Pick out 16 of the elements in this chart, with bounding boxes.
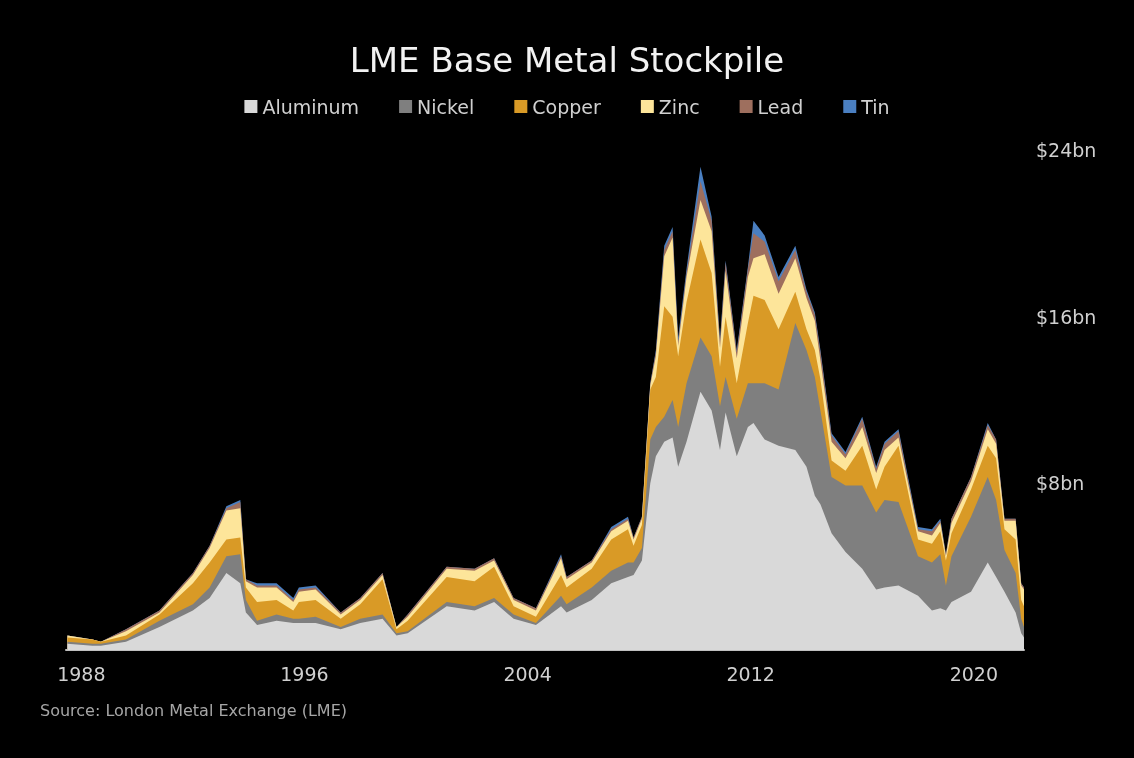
- x-tick-label: 2012: [726, 662, 775, 685]
- y-tick-label: $24bn: [1036, 139, 1097, 161]
- x-tick-label: 1996: [280, 662, 329, 685]
- legend-label: Nickel: [417, 95, 475, 118]
- legend-label: Tin: [860, 95, 890, 118]
- y-tick-label: $8bn: [1036, 472, 1085, 495]
- y-tick-label: $16bn: [1036, 305, 1097, 328]
- legend-label: Zinc: [658, 95, 700, 118]
- x-tick-label: 2020: [949, 662, 998, 685]
- chart-title: LME Base Metal Stockpile: [349, 40, 785, 80]
- x-tick-label: 1988: [57, 662, 106, 685]
- legend-label: Lead: [757, 95, 804, 118]
- source-note: Source: London Metal Exchange (LME): [40, 700, 347, 720]
- legend-label: Aluminum: [262, 95, 360, 118]
- legend-label: Copper: [532, 95, 602, 118]
- x-tick-label: 2004: [503, 662, 552, 685]
